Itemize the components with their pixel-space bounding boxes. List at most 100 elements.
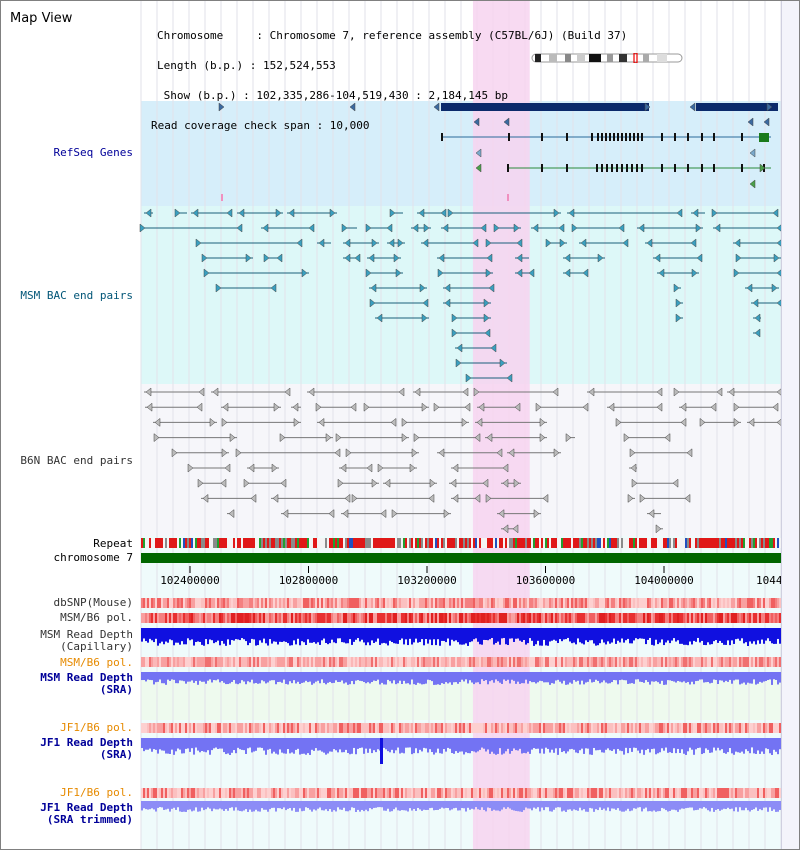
refseq-exon <box>611 164 613 172</box>
polymorphism-cell <box>575 788 577 798</box>
repeat-element <box>325 538 327 548</box>
read-depth-bar <box>761 801 763 811</box>
polymorphism-cell <box>725 657 727 667</box>
read-depth-bar <box>257 738 259 748</box>
polymorphism-cell <box>613 657 615 667</box>
polymorphism-cell <box>579 598 581 608</box>
repeat-element <box>335 538 337 548</box>
polymorphism-cell <box>593 613 595 623</box>
bac-end-arrow <box>308 387 315 397</box>
read-depth-bar <box>671 801 673 810</box>
read-depth-bar <box>473 738 475 752</box>
polymorphism-cell <box>477 723 479 733</box>
read-depth-bar <box>577 672 579 681</box>
polymorphism-cell <box>271 598 273 608</box>
polymorphism-cell <box>173 788 175 798</box>
read-depth-bar <box>621 672 623 680</box>
read-depth-bar <box>497 628 499 642</box>
repeat-element <box>557 538 559 548</box>
repeat-element <box>599 538 601 548</box>
polymorphism-cell <box>243 723 245 733</box>
read-depth-bar <box>769 801 771 808</box>
read-depth-bar <box>361 801 363 810</box>
polymorphism-cell <box>203 788 205 798</box>
read-depth-bar <box>153 672 155 685</box>
polymorphism-cell <box>283 613 285 623</box>
polymorphism-cell <box>323 613 325 623</box>
polymorphism-cell <box>697 613 699 623</box>
read-depth-bar <box>241 738 243 750</box>
polymorphism-cell <box>237 723 239 733</box>
polymorphism-cell <box>463 723 465 733</box>
repeat-element <box>345 538 347 548</box>
read-depth-bar <box>261 738 263 748</box>
polymorphism-cell <box>447 598 449 608</box>
bac-end-arrow <box>351 493 358 503</box>
polymorphism-cell <box>581 788 583 798</box>
read-depth-bar <box>417 628 419 643</box>
read-depth-bar <box>691 628 693 645</box>
refseq-gene-track[interactable] <box>218 102 778 201</box>
read-depth-bar <box>309 738 311 755</box>
repeat-element <box>583 538 585 548</box>
read-depth-bar <box>473 628 475 640</box>
read-depth-bar <box>501 628 503 639</box>
polymorphism-cell <box>703 723 705 733</box>
polymorphism-cell <box>619 598 621 608</box>
info-show: Show (b.p.) : 102,335,286-104,519,430 : … <box>157 89 508 102</box>
vertical-scrollbar[interactable] <box>781 1 799 849</box>
polymorphism-cell <box>571 788 573 798</box>
polymorphism-cell <box>443 788 445 798</box>
read-depth-bar <box>183 628 185 645</box>
read-depth-bar <box>665 672 667 685</box>
polymorphism-cell <box>475 788 477 798</box>
read-depth-bar <box>265 628 267 644</box>
polymorphism-cell <box>343 657 345 667</box>
polymorphism-cell <box>445 598 447 608</box>
polymorphism-cell <box>223 788 225 798</box>
bac-end-arrow <box>664 433 671 443</box>
polymorphism-cell <box>611 788 613 798</box>
polymorphism-cell <box>491 723 493 733</box>
polymorphism-cell <box>447 788 449 798</box>
refseq-exon <box>507 164 509 172</box>
polymorphism-cell <box>503 788 505 798</box>
polymorphism-cell <box>757 723 759 733</box>
polymorphism-cell <box>541 598 543 608</box>
read-depth-bar <box>187 801 189 810</box>
read-depth-bar <box>359 801 361 812</box>
read-depth-bar <box>497 672 499 682</box>
polymorphism-cell <box>339 598 341 608</box>
read-depth-bar <box>207 672 209 681</box>
polymorphism-cell <box>449 657 451 667</box>
read-depth-bar <box>365 672 367 684</box>
polymorphism-cell <box>359 657 361 667</box>
polymorphism-cell <box>707 598 709 608</box>
repeat-element <box>313 538 315 548</box>
refseq-exon <box>626 164 628 172</box>
polymorphism-cell <box>395 788 397 798</box>
msm-bac-track[interactable] <box>139 208 783 383</box>
polymorphism-cell <box>399 613 401 623</box>
repeat-element <box>277 538 279 548</box>
bac-end-arrow <box>401 417 408 427</box>
polymorphism-cell <box>173 723 175 733</box>
repeat-element <box>321 538 323 548</box>
polymorphism-cell <box>737 657 739 667</box>
read-depth-bar <box>377 738 379 750</box>
read-depth-bar <box>441 738 443 754</box>
polymorphism-cell <box>245 613 247 623</box>
repeat-element <box>527 538 529 548</box>
polymorphism-cell <box>153 723 155 733</box>
read-depth-bar <box>165 801 167 810</box>
page-title: Map View <box>10 11 73 26</box>
polymorphism-cell <box>439 657 441 667</box>
read-depth-bar <box>337 628 339 639</box>
read-depth-bar <box>541 801 543 808</box>
polymorphism-cell <box>231 613 233 623</box>
read-depth-bar <box>317 672 319 681</box>
chromosome-ideogram[interactable] <box>531 53 683 63</box>
read-depth-bar <box>473 672 475 685</box>
polymorphism-cell <box>661 657 663 667</box>
